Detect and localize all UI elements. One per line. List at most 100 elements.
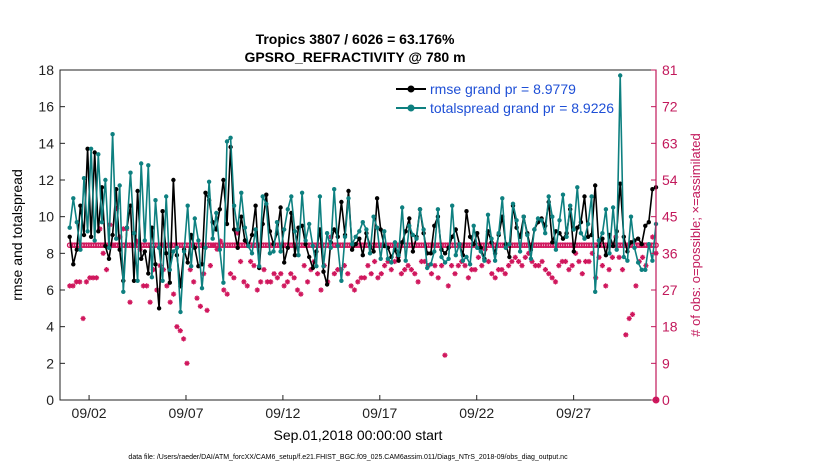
series-totalspread-point	[450, 203, 455, 208]
series-totalspread-point	[410, 232, 416, 238]
obs-assimilated-marker	[536, 263, 542, 269]
obs-assimilated-glyph	[439, 263, 445, 269]
obs-assimilated-glyph	[73, 279, 79, 285]
obs-assimilated-marker	[197, 303, 203, 309]
series-totalspread-point	[646, 242, 651, 247]
series-totalspread-point	[517, 249, 523, 254]
series-totalspread-point	[153, 198, 158, 203]
obs-assimilated-marker	[67, 283, 73, 289]
series-totalspread-point	[389, 260, 394, 265]
series-totalspread-point	[618, 73, 623, 78]
obs-assimilated-marker	[274, 275, 280, 281]
series-totalspread-point	[71, 196, 76, 201]
obs-assimilated-marker	[147, 299, 153, 305]
series-rmse-point	[135, 188, 140, 194]
obs-assimilated-marker	[174, 324, 180, 330]
obs-assimilated-marker	[338, 267, 344, 273]
series-rmse-point	[67, 234, 72, 239]
obs-assimilated-marker	[428, 271, 435, 277]
obs-assimilated-glyph	[338, 267, 344, 273]
series-totalspread-point	[228, 135, 233, 140]
series-totalspread-point	[114, 236, 119, 241]
obs-assimilated-marker	[181, 336, 187, 342]
y-right-tick-label: 0	[662, 392, 670, 408]
series-totalspread-point	[106, 245, 112, 250]
obs-assimilated-glyph	[415, 279, 421, 285]
obs-assimilated-glyph	[425, 263, 431, 269]
obs-assimilated-marker	[485, 258, 492, 265]
obs-assimilated-marker	[405, 263, 411, 269]
series-totalspread-point	[299, 190, 305, 195]
series-totalspread-point	[242, 225, 248, 230]
obs-assimilated-marker	[402, 267, 408, 273]
obs-assimilated-glyph	[171, 291, 177, 297]
series-rmse-point	[585, 234, 591, 239]
obs-assimilated-glyph	[569, 263, 575, 269]
series-rmse-point	[160, 209, 165, 214]
series-rmse-point	[310, 265, 315, 271]
series-rmse-point	[153, 262, 158, 267]
obs-assimilated-marker	[599, 263, 605, 269]
legend-spread-label: totalspread grand pr = 8.9226	[430, 100, 614, 116]
footer-data-file: data file: /Users/raeder/DAI/ATM_forcXX/…	[128, 454, 568, 461]
obs-assimilated-marker	[187, 267, 193, 273]
series-totalspread-point	[585, 221, 591, 227]
obs-assimilated-marker	[566, 267, 572, 273]
obs-assimilated-glyph	[609, 254, 615, 260]
obs-assimilated-glyph	[348, 283, 354, 289]
series-totalspread-point	[396, 253, 401, 258]
series-totalspread-point	[439, 254, 444, 260]
series-totalspread-point	[514, 218, 519, 223]
obs-assimilated-marker	[539, 258, 545, 265]
obs-assimilated-glyph	[355, 279, 361, 285]
obs-assimilated-glyph	[573, 250, 579, 256]
y-tick-label: 16	[38, 99, 54, 115]
obs-assimilated-glyph	[492, 275, 498, 281]
obs-assimilated-marker	[569, 263, 575, 269]
series-totalspread-point	[217, 247, 222, 252]
series-totalspread-point	[596, 238, 601, 243]
obs-assimilated-marker	[120, 226, 126, 232]
series-rmse-point	[575, 225, 580, 230]
obs-assimilated-glyph	[254, 287, 260, 293]
obs-assimilated-marker	[552, 279, 559, 285]
obs-assimilated-marker	[519, 263, 525, 269]
series-rmse-point	[650, 187, 655, 192]
obs-assimilated-marker	[385, 258, 391, 265]
series-totalspread-point	[464, 254, 469, 260]
y-tick-label: 4	[46, 319, 54, 335]
obs-assimilated-glyph	[556, 263, 562, 269]
series-rmse-point	[221, 177, 226, 183]
series-totalspread-point	[92, 238, 97, 243]
obs-assimilated-glyph	[191, 279, 197, 285]
series-totalspread-point	[142, 238, 147, 243]
obs-assimilated-glyph	[579, 271, 585, 277]
obs-assimilated-glyph	[140, 283, 146, 289]
obs-assimilated-marker	[650, 234, 656, 240]
series-totalspread-point	[285, 207, 290, 212]
series-rmse-point	[349, 247, 355, 252]
obs-assimilated-marker	[398, 271, 404, 277]
obs-assimilated-marker	[368, 271, 374, 277]
series-totalspread-point	[103, 177, 108, 183]
obs-assimilated-marker	[492, 275, 498, 281]
x-tick-label: 09/12	[265, 405, 300, 421]
series-rmse-point	[303, 242, 308, 247]
series-rmse-point	[582, 194, 587, 199]
series-totalspread-point	[643, 267, 648, 272]
series-totalspread-point	[425, 265, 430, 271]
obs-assimilated-marker	[301, 263, 307, 269]
y-axis-right-label: # of obs: o=possible; ×=assimilated	[688, 133, 703, 336]
obs-assimilated-marker	[254, 287, 260, 293]
obs-assimilated-glyph	[536, 263, 542, 269]
obs-assimilated-glyph	[70, 283, 76, 289]
y-right-tick-label: 9	[662, 355, 670, 371]
obs-assimilated-marker	[382, 263, 388, 269]
series-totalspread-point	[625, 258, 630, 263]
series-totalspread-point	[571, 227, 576, 232]
series-rmse-point	[396, 258, 401, 263]
series-totalspread-point	[196, 238, 201, 243]
obs-assimilated-marker	[150, 267, 156, 273]
obs-assimilated-glyph	[532, 263, 538, 269]
series-totalspread-point	[185, 203, 190, 208]
